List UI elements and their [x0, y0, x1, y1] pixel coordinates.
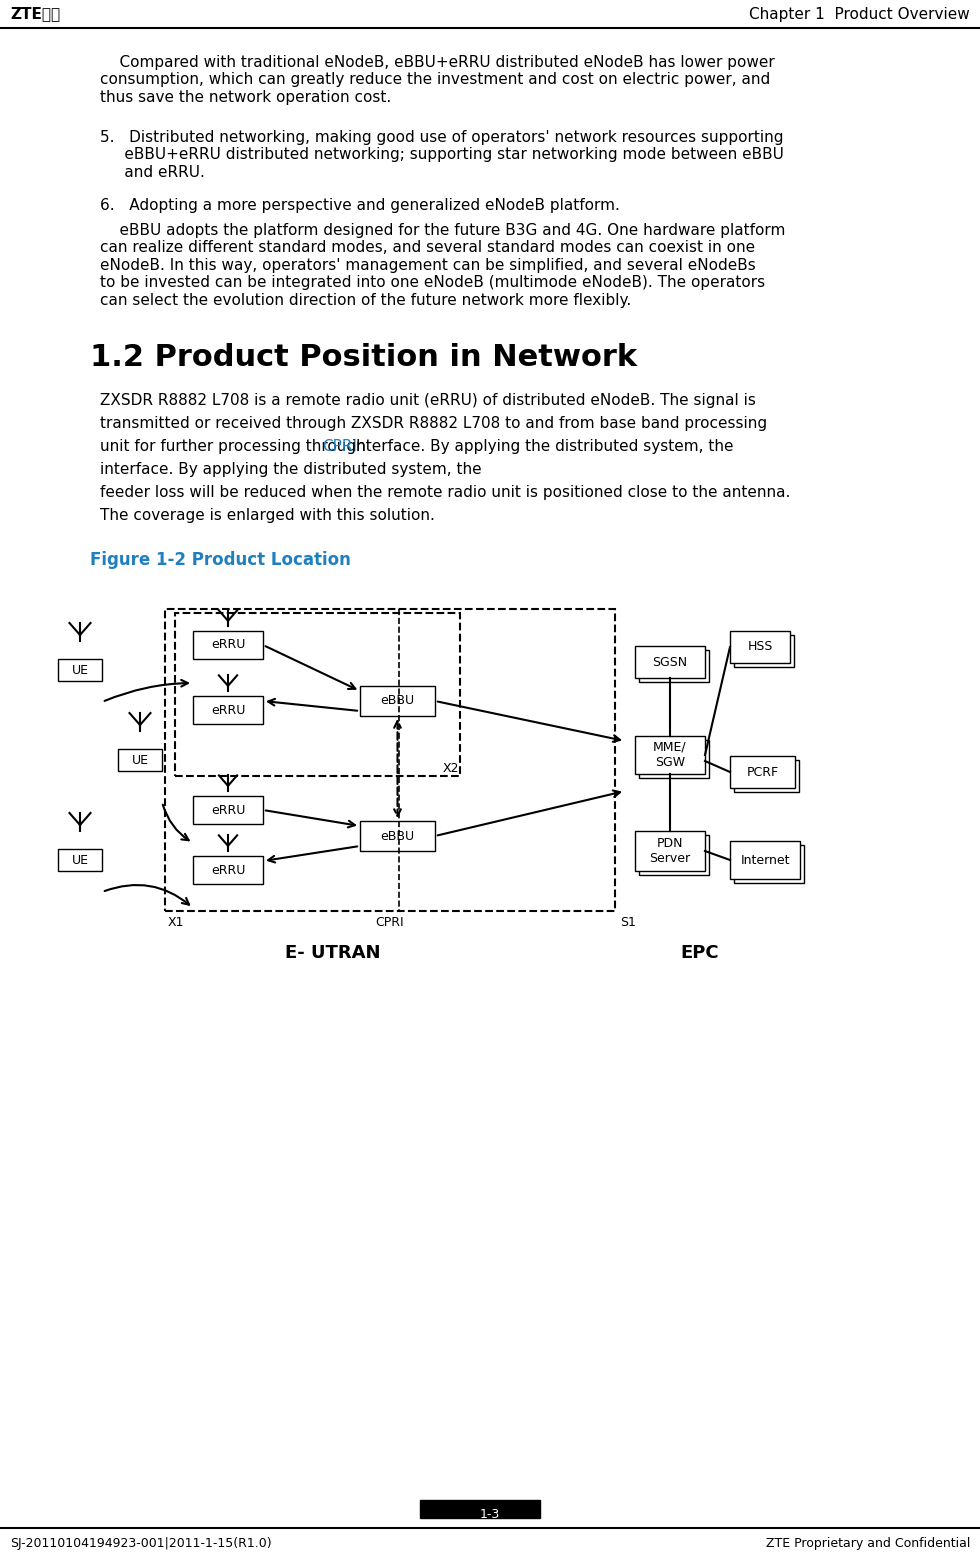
Text: SJ-20110104194923-001|2011-1-15(R1.0): SJ-20110104194923-001|2011-1-15(R1.0) [10, 1536, 271, 1550]
Text: ZTE Proprietary and Confidential: ZTE Proprietary and Confidential [765, 1536, 970, 1550]
Text: Internet: Internet [740, 854, 790, 867]
Bar [639, 836, 709, 874]
Bar [193, 696, 263, 724]
Text: eBBU adopts the platform designed for the future B3G and 4G. One hardware platfo: eBBU adopts the platform designed for th… [100, 224, 785, 307]
Text: HSS: HSS [748, 640, 772, 654]
Bar [58, 849, 102, 871]
Text: transmitted or received through ZXSDR R8882 L708 to and from base band processin: transmitted or received through ZXSDR R8… [100, 416, 767, 432]
Bar [730, 631, 790, 663]
Text: interface. By applying the distributed system, the: interface. By applying the distributed s… [100, 461, 481, 477]
Text: ZXSDR R8882 L708 is a remote radio unit (eRRU) of distributed eNodeB. The signal: ZXSDR R8882 L708 is a remote radio unit … [100, 393, 756, 408]
Text: UE: UE [72, 854, 88, 867]
Text: eRRU: eRRU [211, 704, 245, 716]
Bar [193, 856, 263, 884]
Bar [734, 759, 799, 792]
Text: CPRI: CPRI [322, 439, 358, 453]
Text: interface. By applying the distributed system, the: interface. By applying the distributed s… [347, 439, 734, 453]
Bar [734, 635, 794, 666]
Text: feeder loss will be reduced when the remote radio unit is positioned close to th: feeder loss will be reduced when the rem… [100, 485, 791, 500]
Text: Compared with traditional eNodeB, eBBU+eRRU distributed eNodeB has lower power
c: Compared with traditional eNodeB, eBBU+e… [100, 54, 775, 104]
Text: eRRU: eRRU [211, 863, 245, 876]
Bar [193, 797, 263, 825]
Text: Figure 1-2 Product Location: Figure 1-2 Product Location [90, 551, 351, 568]
Text: CPRI: CPRI [375, 916, 404, 929]
Text: SGSN: SGSN [653, 655, 688, 668]
Bar [360, 686, 435, 716]
Bar [58, 658, 102, 682]
Bar [635, 646, 705, 679]
Text: eRRU: eRRU [211, 803, 245, 817]
Text: E- UTRAN: E- UTRAN [285, 944, 381, 961]
Text: 5.   Distributed networking, making good use of operators' network resources sup: 5. Distributed networking, making good u… [100, 130, 784, 180]
Text: PDN
Server: PDN Server [650, 837, 691, 865]
Text: EPC: EPC [681, 944, 719, 961]
Bar [193, 631, 263, 658]
Text: X1: X1 [168, 916, 184, 929]
Text: MME/
SGW: MME/ SGW [654, 741, 687, 769]
Bar [639, 651, 709, 682]
Bar [730, 756, 795, 787]
Text: unit for further processing through: unit for further processing through [100, 439, 370, 453]
Bar [635, 831, 705, 871]
Text: Chapter 1  Product Overview: Chapter 1 Product Overview [750, 6, 970, 22]
Text: The coverage is enlarged with this solution.: The coverage is enlarged with this solut… [100, 508, 435, 523]
Text: 1.2 Product Position in Network: 1.2 Product Position in Network [90, 343, 637, 373]
Text: 6.   Adopting a more perspective and generalized eNodeB platform.: 6. Adopting a more perspective and gener… [100, 197, 620, 213]
Text: ZTE中兴: ZTE中兴 [10, 6, 60, 22]
Text: S1: S1 [620, 916, 636, 929]
Bar [118, 749, 162, 770]
Bar [360, 822, 435, 851]
Bar [635, 736, 705, 773]
Text: eRRU: eRRU [211, 638, 245, 652]
Text: X2: X2 [443, 763, 460, 775]
Text: UE: UE [72, 663, 88, 677]
Text: UE: UE [131, 753, 149, 767]
Bar [420, 1500, 540, 1517]
Text: eBBU: eBBU [380, 829, 415, 842]
Text: 1-3: 1-3 [480, 1508, 500, 1522]
Bar [734, 845, 804, 884]
Bar [165, 609, 615, 912]
Bar [639, 739, 709, 778]
Text: eBBU: eBBU [380, 694, 415, 708]
Text: PCRF: PCRF [747, 766, 778, 778]
Bar [730, 842, 800, 879]
Bar [175, 613, 460, 776]
